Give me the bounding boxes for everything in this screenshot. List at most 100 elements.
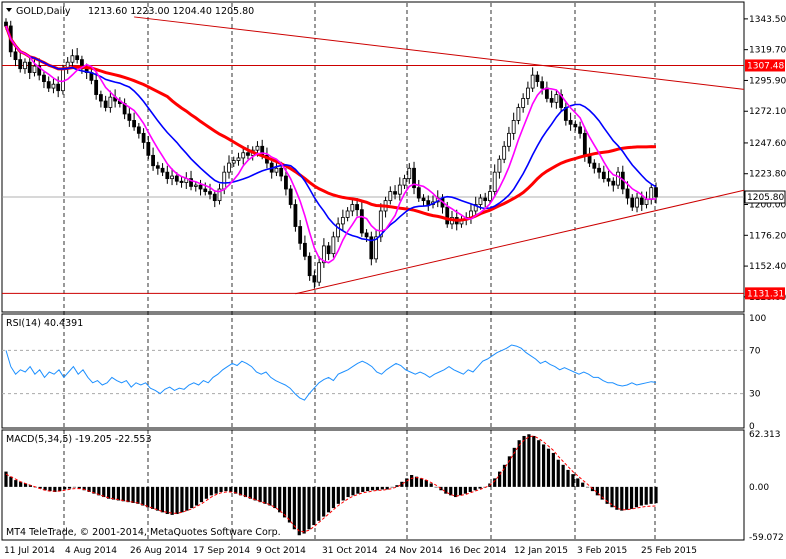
- macd-bar: [600, 486, 604, 500]
- current-price-label: 1205.80: [747, 193, 784, 203]
- candle-body: [340, 217, 345, 225]
- candle-body: [421, 197, 426, 202]
- x-tick-label: 17 Sep 2014: [193, 546, 250, 556]
- macd-bar: [146, 486, 150, 508]
- rsi-y-label: 30: [749, 390, 761, 400]
- candle-body: [284, 175, 288, 190]
- macd-bar: [551, 452, 555, 487]
- candle-body: [582, 132, 587, 156]
- x-tick-label: 3 Feb 2015: [577, 546, 627, 556]
- macd-bar: [97, 486, 101, 496]
- macd-bar: [512, 447, 516, 487]
- candle-body: [146, 142, 151, 156]
- vertical-grid: [63, 3, 656, 539]
- candle-body: [18, 59, 23, 70]
- candle-body: [497, 158, 502, 173]
- macd-bar: [170, 486, 174, 515]
- macd-bar: [302, 486, 306, 534]
- macd-bar: [195, 486, 199, 506]
- candle-body: [544, 87, 549, 99]
- macd-bar: [297, 486, 301, 536]
- candle-body: [426, 200, 431, 205]
- price-y-label: 1319.70: [749, 46, 786, 56]
- rsi-line: [5, 344, 657, 401]
- candle-body: [94, 79, 99, 95]
- candle-body: [649, 187, 654, 200]
- candle-body: [227, 162, 231, 173]
- macd-bar: [28, 485, 33, 487]
- macd-bar: [429, 483, 433, 487]
- macd-bar: [493, 478, 497, 487]
- axes: 11 Jul 2014 4 Aug 2014 26 Aug 2014 17 Sep 2…: [4, 15, 786, 556]
- macd-bar: [180, 486, 184, 513]
- candle-body: [136, 126, 141, 134]
- macd-bar: [566, 469, 570, 487]
- ohlc-values: 1213.60 1223.00 1204.40 1205.80: [88, 6, 254, 17]
- macd-bar: [576, 478, 580, 487]
- macd-bar: [219, 486, 223, 492]
- macd-bar: [38, 486, 42, 489]
- candle-body: [630, 197, 635, 208]
- macd-bar: [380, 486, 384, 490]
- candle-body: [601, 171, 606, 180]
- candle-body: [56, 83, 61, 92]
- price-title-group: GOLD,Daily 1213.60 1223.00 1204.40 1205.…: [6, 6, 254, 17]
- candle-body: [217, 188, 222, 202]
- rsi-y-label: 0: [749, 422, 755, 432]
- macd-bar: [160, 486, 164, 513]
- rsi-title: RSI(14) 40.4391: [6, 318, 83, 329]
- level-tag: [745, 59, 785, 72]
- macd-bar: [234, 486, 238, 494]
- candle-body: [492, 171, 497, 192]
- ma-mid-line: [5, 25, 657, 242]
- macd-bar: [287, 486, 292, 523]
- candle-body: [355, 204, 359, 211]
- macd-y-label: 62.313: [749, 430, 781, 440]
- macd-bar: [331, 486, 336, 509]
- candle-body: [222, 171, 227, 190]
- candle-body: [98, 94, 103, 102]
- candle-body: [70, 55, 75, 63]
- x-tick-label: 25 Feb 2015: [641, 546, 697, 556]
- macd-bar: [136, 486, 140, 504]
- candle-body: [326, 245, 331, 255]
- macd-bar: [131, 486, 135, 503]
- candle-body: [549, 98, 554, 103]
- macd-bar: [214, 486, 218, 494]
- candle-body: [127, 113, 132, 121]
- macd-bar: [625, 486, 629, 510]
- candle-body: [573, 123, 578, 128]
- macd-bar: [541, 444, 546, 487]
- macd-bar: [14, 480, 18, 487]
- candle-body: [141, 132, 146, 143]
- macd-bar: [292, 486, 296, 530]
- candle-body: [388, 191, 393, 202]
- macd-bar: [107, 486, 111, 499]
- macd-bar: [185, 486, 189, 511]
- candle-body: [212, 193, 217, 202]
- macd-bar: [502, 464, 507, 487]
- candle-body: [108, 96, 113, 108]
- candle-body: [374, 236, 378, 260]
- macd-bar: [243, 486, 248, 498]
- candle-body: [597, 167, 601, 173]
- macd-bar: [654, 486, 658, 504]
- macd-bar: [224, 486, 228, 492]
- candle-body: [198, 184, 203, 190]
- candle-body: [331, 236, 336, 255]
- macd-bar: [9, 476, 13, 487]
- macd-bar: [571, 474, 575, 487]
- candle-body: [616, 171, 620, 186]
- macd-bar: [527, 434, 531, 487]
- macd-bar: [424, 480, 428, 487]
- x-tick-label: 11 Jul 2014: [4, 546, 55, 556]
- macd-bar: [585, 486, 590, 488]
- candle-body: [293, 204, 298, 227]
- candle-body: [345, 210, 350, 218]
- dropdown-triangle-icon[interactable]: [6, 8, 12, 12]
- candle-body: [530, 74, 535, 89]
- price-y-label: 1200.00: [749, 201, 786, 211]
- candle-body: [274, 167, 279, 173]
- candle-body: [174, 175, 179, 182]
